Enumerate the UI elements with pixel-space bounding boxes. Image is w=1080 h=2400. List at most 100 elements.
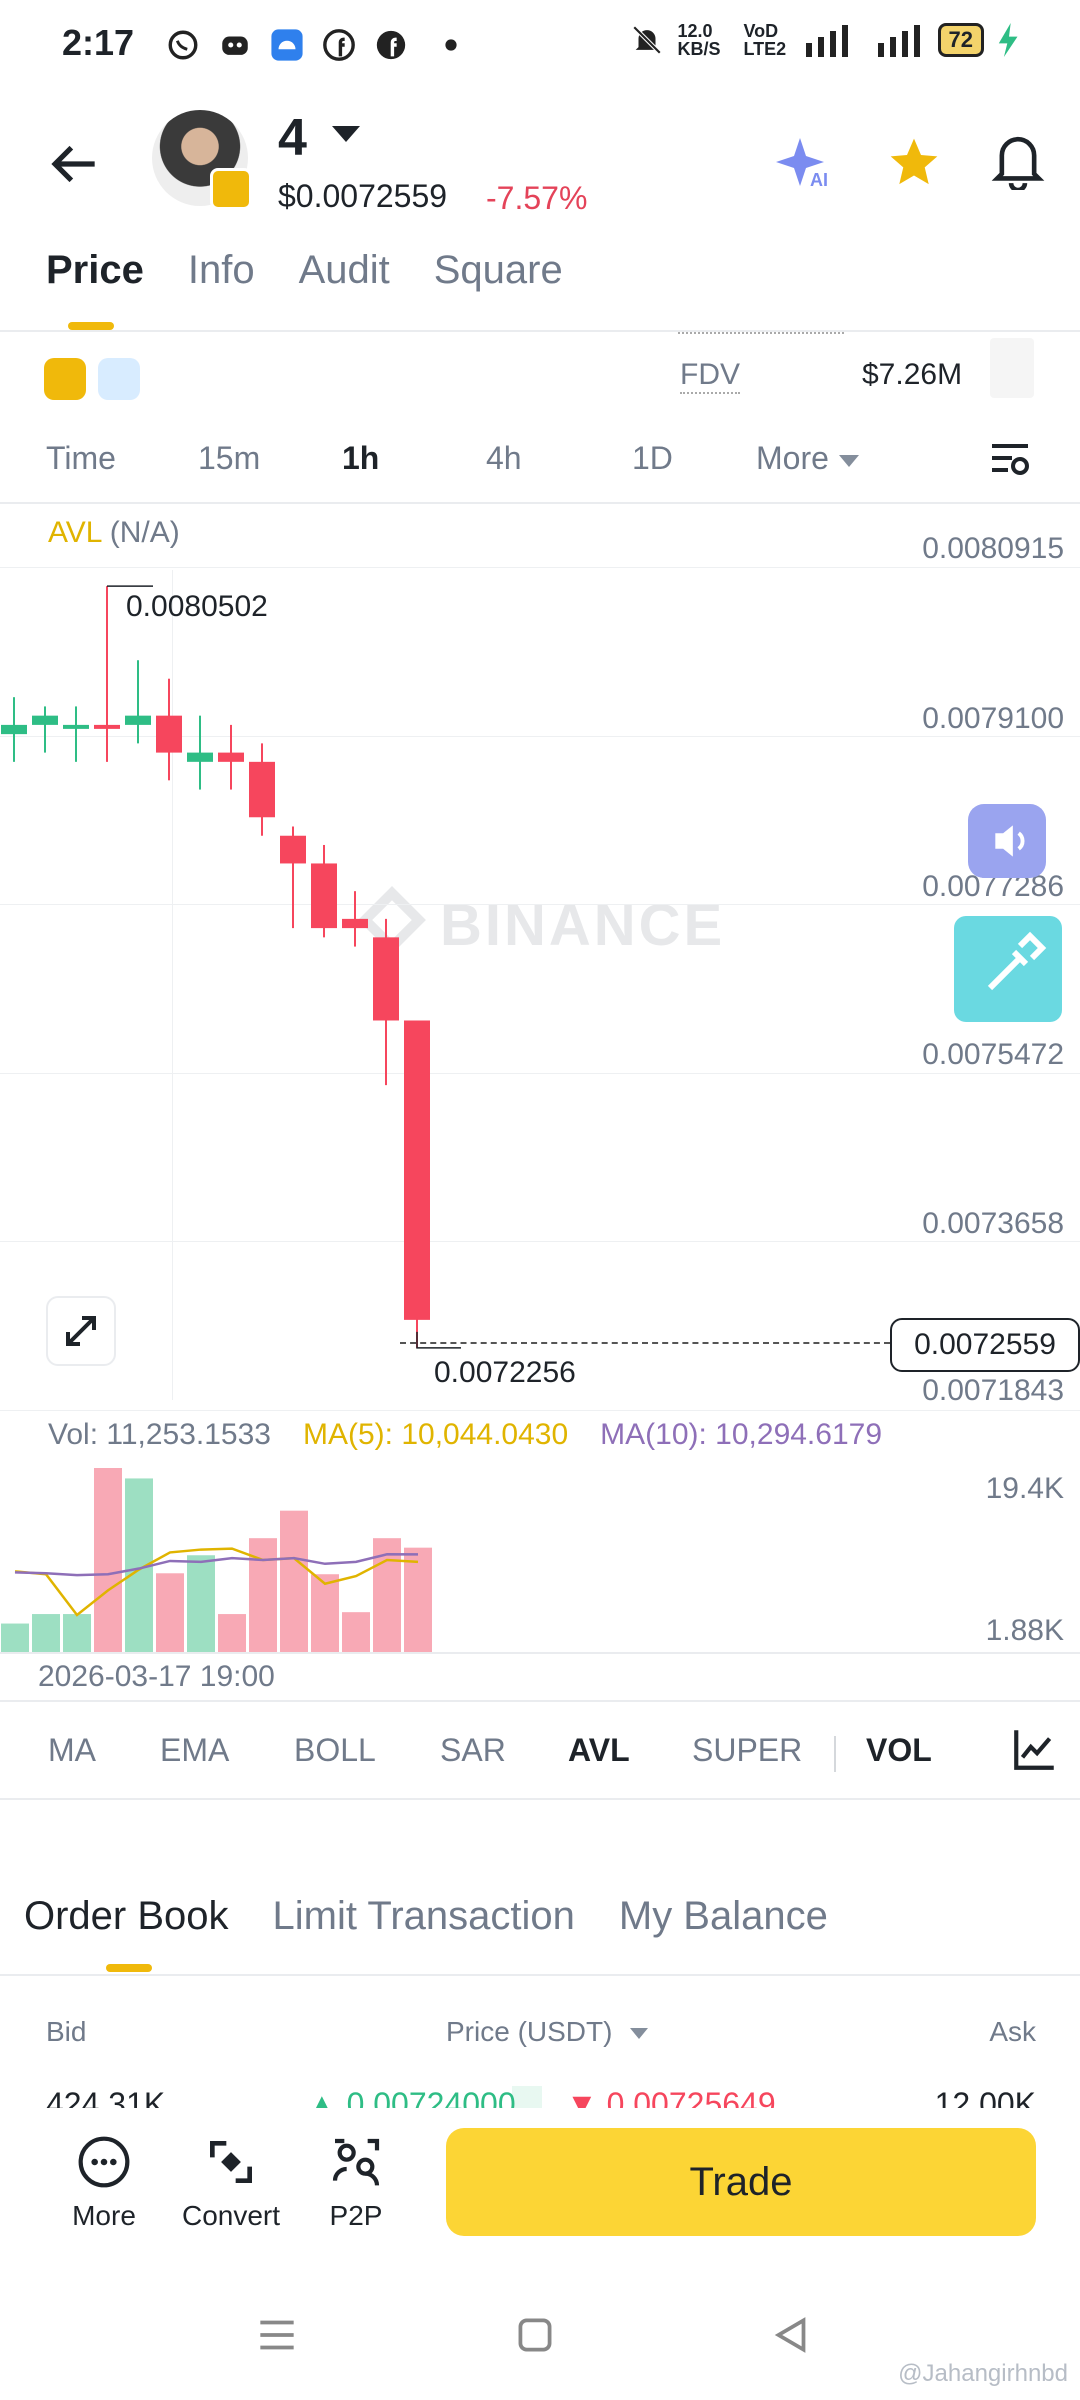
candlestick-chart[interactable] xyxy=(0,0,1080,1420)
back-nav-icon[interactable] xyxy=(766,2310,816,2360)
y-tick: 0.0073658 xyxy=(922,1207,1064,1240)
tab-audit[interactable]: Audit xyxy=(298,248,390,292)
candle-body[interactable] xyxy=(156,715,182,753)
volume-bar[interactable] xyxy=(63,1614,91,1652)
chart-settings-icon[interactable] xyxy=(986,434,1034,482)
candle-body[interactable] xyxy=(1,724,27,735)
candle-body[interactable] xyxy=(94,724,120,729)
tab-square[interactable]: Square xyxy=(433,248,563,292)
indicator-vol[interactable]: VOL xyxy=(866,1732,932,1768)
candle-body[interactable] xyxy=(249,761,275,818)
indicator-ema[interactable]: EMA xyxy=(160,1732,230,1768)
divider xyxy=(0,1700,1080,1702)
volume-bar[interactable] xyxy=(404,1547,432,1652)
token-ticker[interactable]: 4 xyxy=(278,109,307,167)
interval-more[interactable]: More xyxy=(756,440,859,477)
convert-label: Convert xyxy=(181,2200,281,2231)
divider xyxy=(0,1652,1080,1654)
vol-y-tick: 1.88K xyxy=(985,1614,1064,1647)
trade-button[interactable]: Trade xyxy=(446,2128,1036,2236)
candle-body[interactable] xyxy=(373,937,399,1021)
indicator-separator xyxy=(834,1736,836,1772)
grid-line xyxy=(0,1073,1080,1074)
status-time: 2:17 xyxy=(62,22,135,63)
candle-body[interactable] xyxy=(218,752,244,762)
caret-down-icon[interactable] xyxy=(332,126,360,142)
sound-toggle-button[interactable] xyxy=(968,804,1046,878)
price-header[interactable]: Price (USDT) xyxy=(446,2016,649,2048)
y-tick: 0.0079100 xyxy=(922,702,1064,735)
candle-body[interactable] xyxy=(187,752,213,762)
bell-icon[interactable] xyxy=(990,130,1046,190)
volume-bar[interactable] xyxy=(342,1612,370,1652)
volume-bar[interactable] xyxy=(218,1614,246,1652)
bid-price-value: 0.00724000 xyxy=(346,2086,516,2108)
indicator-chart-icon[interactable] xyxy=(1010,1724,1060,1774)
candle-body[interactable] xyxy=(404,1020,430,1320)
tab-order-book[interactable]: Order Book xyxy=(24,1894,229,1938)
candle-body[interactable] xyxy=(280,835,306,864)
ai-sparkle-icon[interactable]: AI xyxy=(776,132,836,192)
ask-qty: 12.00K xyxy=(934,2086,1036,2108)
volume-bar[interactable] xyxy=(187,1555,215,1652)
facebook-icon-2 xyxy=(376,30,406,60)
mascot-icon[interactable] xyxy=(98,358,140,400)
signal-4g-icon xyxy=(805,25,848,57)
back-arrow-icon[interactable] xyxy=(48,136,104,192)
interval-4h[interactable]: 4h xyxy=(486,440,522,476)
volume-bar[interactable] xyxy=(311,1574,339,1652)
draw-tool-button[interactable] xyxy=(954,916,1062,1022)
volume-bar[interactable] xyxy=(156,1573,184,1652)
candle-body[interactable] xyxy=(63,724,89,729)
ask-header: Ask xyxy=(989,2016,1036,2047)
fdv-label[interactable]: FDV xyxy=(680,358,740,394)
candle-body[interactable] xyxy=(125,715,151,725)
svg-text:AI: AI xyxy=(810,170,828,190)
caret-down-icon xyxy=(838,454,859,467)
convert-button[interactable]: Convert xyxy=(176,2134,286,2232)
interval-more-label: More xyxy=(756,440,829,476)
indicator-boll[interactable]: BOLL xyxy=(294,1732,376,1768)
grid-line xyxy=(0,567,1080,568)
tab-price[interactable]: Price xyxy=(46,248,144,292)
grid-line xyxy=(0,1410,1080,1411)
candle-body[interactable] xyxy=(311,863,337,929)
favorite-star-icon[interactable] xyxy=(886,134,942,190)
volume-bar[interactable] xyxy=(1,1623,29,1652)
indicator-sar[interactable]: SAR xyxy=(440,1732,506,1768)
speaker-icon xyxy=(995,825,1025,857)
bid-header: Bid xyxy=(46,2016,87,2047)
candle-body[interactable] xyxy=(32,715,58,725)
candle-body[interactable] xyxy=(342,918,368,929)
status-right: 12.0 KB/S VoD LTE2 72 xyxy=(630,22,1020,58)
signal-icon xyxy=(877,25,920,57)
volume-bar[interactable] xyxy=(280,1510,308,1652)
interval-1d[interactable]: 1D xyxy=(632,440,673,476)
volume-bar[interactable] xyxy=(32,1614,60,1652)
indicator-super[interactable]: SUPER xyxy=(692,1732,803,1768)
tab-info[interactable]: Info xyxy=(187,248,255,292)
convert-icon xyxy=(210,2141,252,2183)
current-price-line xyxy=(400,1342,890,1344)
p2p-button[interactable]: P2P xyxy=(306,2134,406,2232)
indicator-avl[interactable]: AVL xyxy=(568,1732,630,1768)
token-price: $0.0072559 xyxy=(278,178,448,214)
bnb-icon[interactable] xyxy=(44,358,86,400)
interval-time[interactable]: Time xyxy=(46,440,116,476)
orderbook-row[interactable]: 424.31K ▲ 0.00724000 ▼ 0.00725649 12.00K xyxy=(0,2086,1080,2108)
more-button[interactable]: More xyxy=(54,2134,154,2232)
volume-chart[interactable] xyxy=(0,1460,1080,1652)
mute-bell-icon xyxy=(632,25,661,55)
fullscreen-button[interactable] xyxy=(46,1296,116,1366)
depth-bar xyxy=(512,2086,542,2108)
orderbook-tab-indicator xyxy=(106,1964,152,1972)
home-nav-icon[interactable] xyxy=(510,2310,560,2360)
interval-1h[interactable]: 1h xyxy=(342,440,380,476)
tab-my-balance[interactable]: My Balance xyxy=(618,1894,828,1938)
menu-nav-icon[interactable] xyxy=(252,2310,302,2360)
indicator-bar: MA EMA BOLL SAR AVL SUPER VOL xyxy=(48,1732,932,1769)
volume-bar[interactable] xyxy=(94,1468,122,1652)
interval-15m[interactable]: 15m xyxy=(198,440,261,476)
indicator-ma[interactable]: MA xyxy=(48,1732,96,1768)
tab-limit-transaction[interactable]: Limit Transaction xyxy=(272,1894,575,1938)
